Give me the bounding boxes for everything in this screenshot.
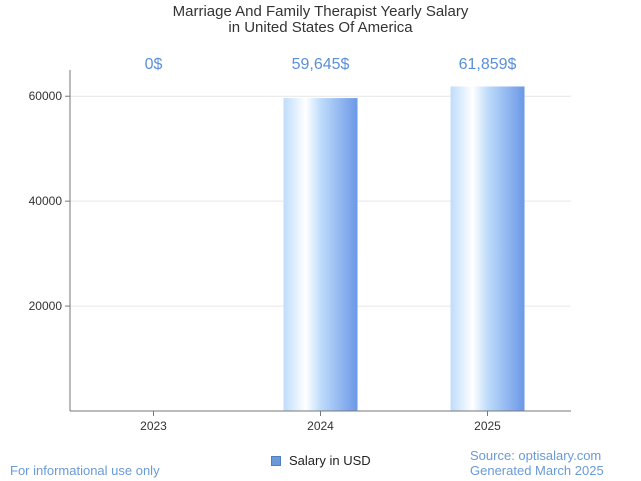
bar-layer <box>283 86 525 412</box>
disclaimer-text: For informational use only <box>10 463 160 478</box>
bar-2025 <box>450 86 525 411</box>
legend[interactable]: Salary in USD <box>271 453 371 468</box>
y-tick-label: 60000 <box>29 89 63 103</box>
x-tick-label: 2023 <box>140 419 167 433</box>
source-text: Source: optisalary.com <box>470 448 602 463</box>
data-label: 61,859$ <box>459 56 517 73</box>
legend-swatch <box>271 455 281 466</box>
legend-label: Salary in USD <box>289 453 371 468</box>
chart-title-line1: Marriage And Family Therapist Yearly Sal… <box>172 3 469 20</box>
label-layer: 0$ 59,645$ 61,859$ <box>145 56 517 73</box>
data-label: 0$ <box>145 56 163 73</box>
chart-title-line2: in United States Of America <box>228 19 413 36</box>
generated-text: Generated March 2025 <box>470 463 604 478</box>
y-tick-label: 20000 <box>29 299 63 313</box>
y-tick-label: 40000 <box>29 194 63 208</box>
x-tick-label: 2024 <box>307 419 334 433</box>
axis-layer: 20000 40000 60000 2023 2024 2025 <box>29 70 571 433</box>
data-label: 59,645$ <box>292 56 350 73</box>
x-tick-label: 2025 <box>474 419 501 433</box>
bar-2024 <box>283 98 358 412</box>
